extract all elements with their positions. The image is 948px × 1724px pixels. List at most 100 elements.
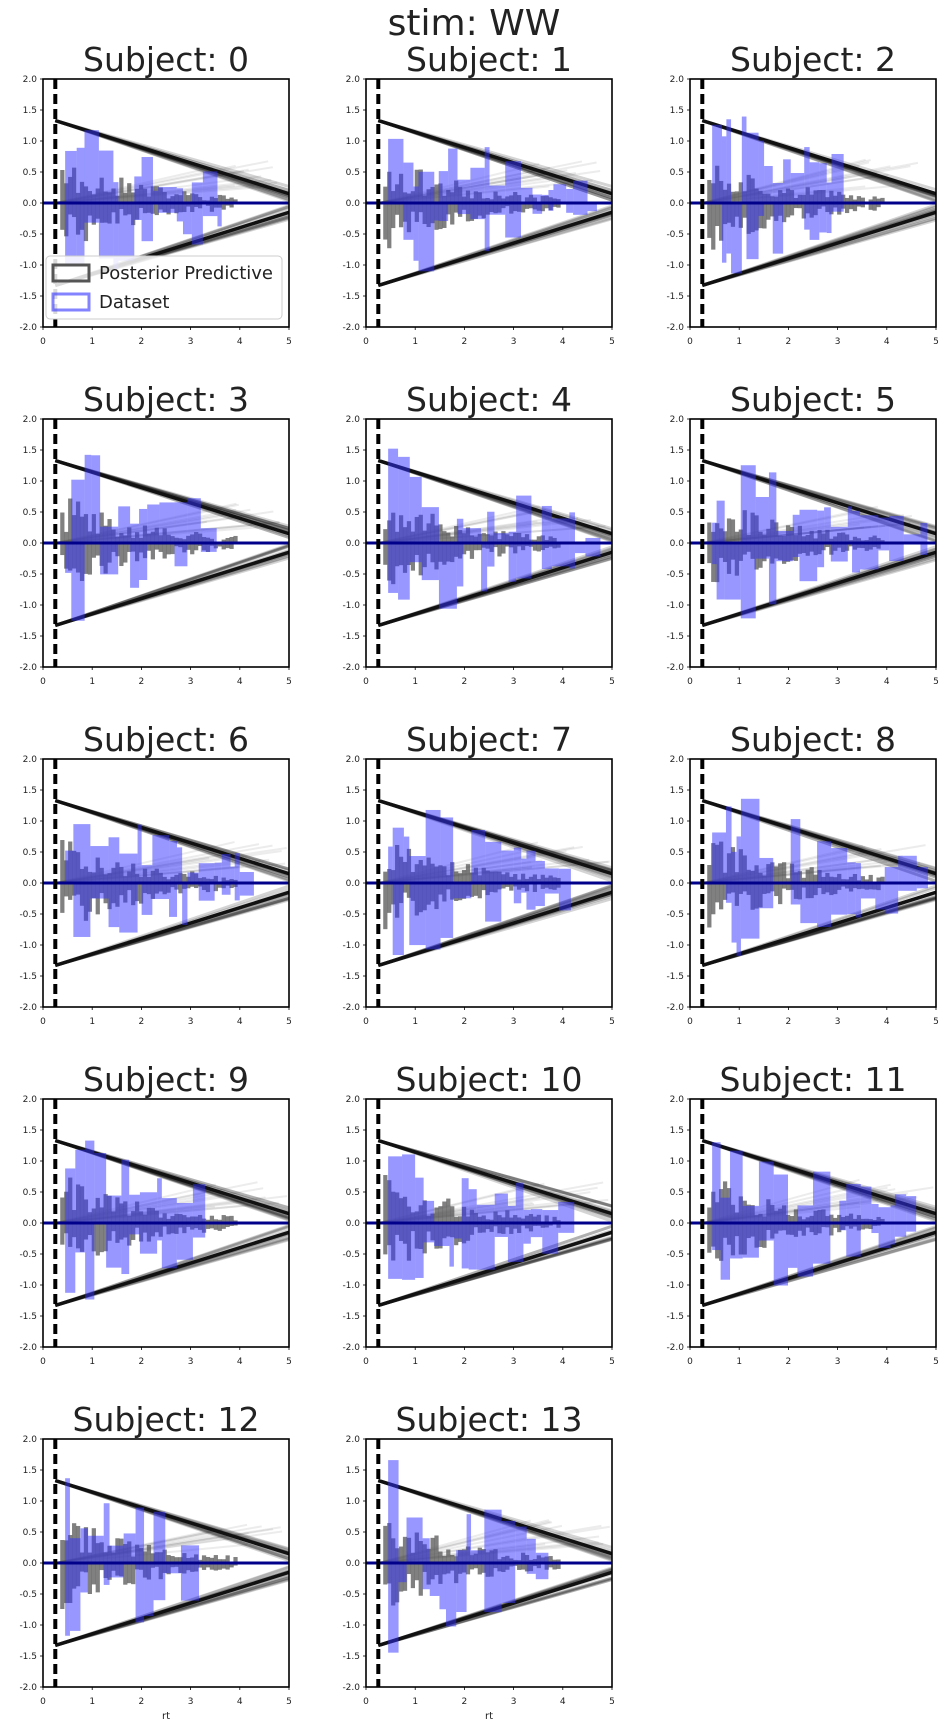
dataset-bar-upper: [187, 498, 201, 543]
posterior-bar-upper: [860, 876, 865, 883]
dataset-bar-lower: [916, 883, 928, 889]
y-tick-label: -2.0: [342, 1683, 360, 1693]
posterior-bar-upper: [225, 1216, 230, 1223]
x-tick-label: 4: [884, 337, 890, 347]
dataset-bar-lower: [434, 203, 439, 221]
y-tick-label: 0.5: [670, 848, 684, 858]
dataset-bar-upper: [388, 138, 404, 203]
y-tick-label: 1.5: [23, 1126, 37, 1136]
dataset-bar-lower: [516, 543, 532, 579]
dataset-bar-upper: [141, 157, 153, 203]
dataset-bar-lower: [429, 1563, 440, 1596]
dataset-bar-upper: [542, 194, 549, 203]
posterior-bar-upper: [119, 177, 124, 203]
posterior-bar-upper: [209, 1557, 215, 1563]
posterior-bar-upper: [450, 1555, 455, 1563]
dataset-bar-upper: [398, 456, 410, 543]
dataset-bar-lower: [202, 203, 218, 217]
posterior-bar-lower: [186, 543, 191, 550]
posterior-bar-lower: [391, 203, 396, 229]
posterior-bar-upper: [434, 1207, 439, 1223]
posterior-bar-upper: [860, 197, 865, 203]
y-tick-label: 1.5: [23, 446, 37, 456]
dataset-bar-lower: [585, 543, 601, 557]
dataset-bar-lower: [776, 543, 793, 562]
dataset-bar-upper: [508, 531, 517, 543]
posterior-bar-upper: [221, 1215, 226, 1223]
y-tick-label: 2.0: [23, 1095, 38, 1105]
dataset-bar-lower: [135, 1563, 145, 1623]
posterior-bar-lower: [778, 883, 783, 905]
posterior-bar-upper: [213, 1219, 218, 1223]
y-tick-label: -0.5: [19, 570, 37, 580]
y-tick-label: -1.0: [19, 261, 37, 271]
dataset-bar-lower: [141, 883, 153, 915]
dataset-bar-lower: [755, 543, 769, 559]
y-tick-label: 2.0: [346, 755, 361, 765]
dataset-bar-lower: [65, 203, 77, 264]
posterior-bar-upper: [430, 1537, 435, 1563]
dataset-bar-upper: [388, 1156, 403, 1223]
y-tick-label: -1.0: [342, 1281, 360, 1291]
posterior-bar-upper: [876, 877, 881, 883]
dataset-bar-upper: [422, 1538, 430, 1563]
x-tick-label: 2: [462, 1357, 468, 1367]
dataset-bar-lower: [535, 883, 545, 907]
dataset-bar-lower: [852, 543, 861, 573]
posterior-bar-upper: [707, 179, 712, 203]
dataset-bar-lower: [726, 203, 732, 254]
dataset-bar-lower: [440, 883, 454, 938]
posterior-bar-lower: [707, 543, 712, 564]
dataset-bar-lower: [532, 203, 543, 214]
x-tick-label: 3: [188, 677, 194, 687]
dataset-bar-lower: [217, 203, 222, 227]
dataset-bar-upper: [90, 846, 109, 883]
posterior-bar-lower: [532, 543, 538, 551]
dataset-bar-lower: [515, 1223, 524, 1262]
posterior-bar-lower: [60, 543, 65, 556]
posterior-bar-lower: [99, 1223, 104, 1253]
dataset-bar-lower: [716, 543, 725, 600]
dataset-bar-lower: [541, 543, 552, 569]
dataset-bar-upper: [494, 533, 509, 543]
posterior-bar-upper: [805, 869, 810, 883]
posterior-bar-lower: [95, 543, 100, 556]
dataset-bar-upper: [494, 1193, 508, 1223]
x-tick-label: 0: [687, 1017, 693, 1027]
y-tick-label: -1.0: [342, 941, 360, 951]
dataset-bar-upper: [118, 506, 131, 543]
posterior-bar-lower: [138, 883, 144, 904]
posterior-bar-lower: [856, 203, 862, 207]
dataset-bar-lower: [182, 883, 188, 925]
y-tick-label: 1.5: [346, 106, 360, 116]
dataset-bar-upper: [573, 180, 588, 203]
dataset-bar-upper: [776, 530, 793, 543]
dataset-bar-upper: [530, 1209, 543, 1223]
dataset-bar-upper: [134, 176, 142, 203]
y-tick-label: 2.0: [670, 1095, 685, 1105]
subplot-title: Subject: 12: [73, 1400, 260, 1439]
y-tick-label: -0.5: [19, 1590, 37, 1600]
posterior-bar-lower: [528, 203, 534, 209]
subplot-title: Subject: 2: [730, 40, 896, 79]
posterior-bar-upper: [229, 1215, 234, 1223]
boundary-upper: [377, 118, 612, 196]
subplot-2: Subject: 2 2.0 1.5 1.0 0.5 0.0 -0.5 -1.0 -1.5 -2.…: [666, 40, 938, 347]
y-tick-label: 1.0: [670, 817, 685, 827]
y-tick-label: 1.0: [670, 1157, 685, 1167]
dataset-bar-lower: [535, 1563, 549, 1580]
dataset-bar-upper: [826, 182, 832, 203]
posterior-bar-upper: [454, 1556, 459, 1563]
posterior-bar-lower: [119, 543, 124, 567]
dataset-bar-upper: [192, 1184, 206, 1223]
dataset-bar-upper: [489, 185, 506, 203]
posterior-bar-lower: [544, 203, 549, 209]
dataset-bar-lower: [871, 1223, 879, 1234]
dataset-bar-lower: [481, 543, 488, 592]
posterior-bar-upper: [205, 1219, 211, 1223]
posterior-bar-upper: [233, 535, 238, 543]
dataset-bar-upper: [487, 511, 495, 543]
posterior-bar-lower: [221, 543, 226, 550]
dataset-bar-lower: [80, 1563, 88, 1593]
dataset-bar-upper: [535, 861, 545, 883]
